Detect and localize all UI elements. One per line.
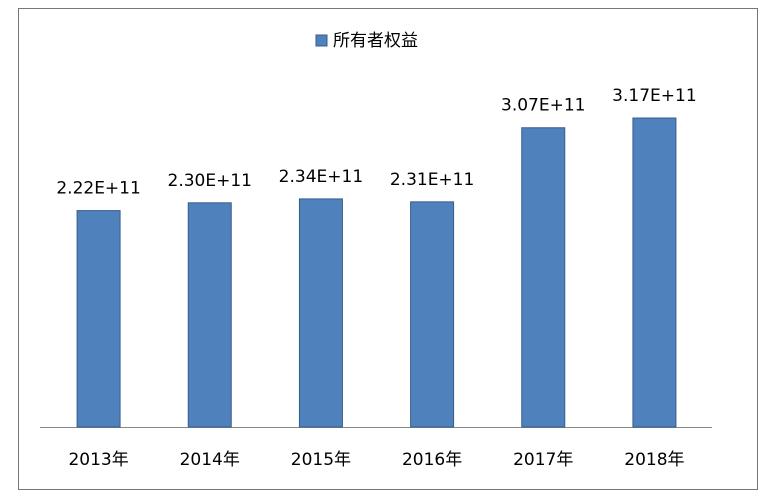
value-label: 2.30E+11 (168, 171, 252, 191)
x-tick-label: 2015年 (291, 450, 351, 470)
x-tick-label: 2014年 (180, 450, 240, 470)
value-label: 3.07E+11 (501, 96, 585, 116)
bar (76, 210, 121, 428)
value-label: 2.31E+11 (390, 170, 474, 190)
x-tick-label: 2017年 (513, 450, 573, 470)
bar (521, 127, 566, 428)
bar (298, 198, 343, 428)
x-tick-label: 2018年 (624, 450, 684, 470)
legend-label: 所有者权益 (333, 31, 418, 51)
value-label: 2.34E+11 (279, 167, 363, 187)
bar (410, 201, 455, 428)
value-label: 3.17E+11 (612, 86, 696, 106)
x-tick-label: 2013年 (68, 450, 128, 470)
bar (187, 202, 232, 428)
legend-swatch (315, 34, 328, 47)
value-label: 2.22E+11 (56, 179, 140, 199)
x-tick-label: 2016年 (402, 450, 462, 470)
bar (632, 117, 677, 428)
